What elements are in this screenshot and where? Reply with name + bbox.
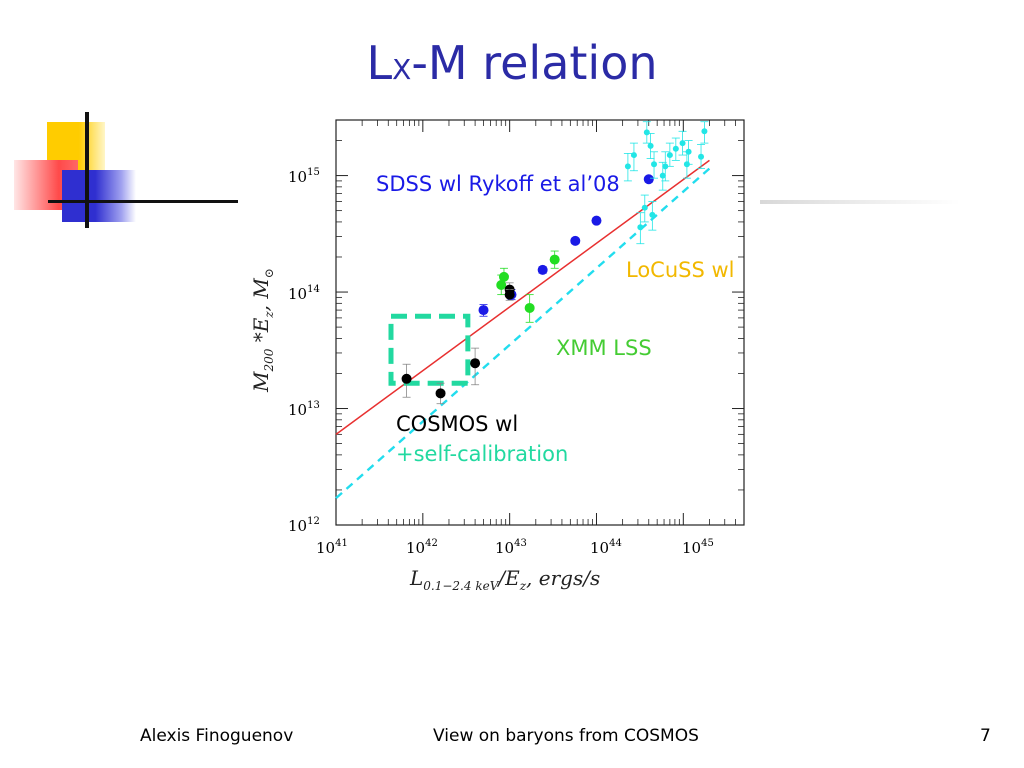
deco-horizontal-line-left: [48, 200, 238, 203]
point-locuss: [701, 128, 708, 135]
point-sdss: [537, 264, 548, 275]
point-locuss: [637, 224, 644, 231]
title-rest: -M relation: [411, 36, 658, 90]
point-locuss: [698, 153, 705, 160]
point-locuss: [651, 161, 658, 168]
y-tick-label-1e15: 1015: [288, 167, 320, 186]
series-locuss: [623, 121, 709, 245]
major-ticks: [335, 120, 744, 526]
point-locuss: [647, 142, 654, 149]
point-locuss: [672, 145, 679, 152]
point-sdss: [591, 215, 602, 226]
point-locuss: [679, 140, 686, 147]
y-tick-label-1e12: 1012: [288, 516, 320, 535]
deco-horizontal-line-right: [760, 200, 960, 204]
title-subscript: X: [392, 53, 412, 86]
y-tick-label-1e14: 1014: [288, 284, 320, 303]
slide-title: LX-M relation: [0, 36, 1024, 90]
point-cosmos: [435, 388, 446, 399]
footer-talk-title: View on baryons from COSMOS: [433, 726, 699, 746]
point-xmm: [549, 254, 560, 265]
annotation-xmm: XMM LSS: [556, 336, 652, 360]
series-cosmos: [401, 282, 515, 405]
x-tick-label-1e42: 1042: [406, 538, 438, 557]
series-xmm: [496, 250, 560, 323]
point-locuss: [649, 211, 656, 218]
x-tick-label-1e41: 1041: [316, 538, 348, 557]
point-sdss: [643, 174, 654, 185]
x-tick-label-1e43: 1043: [495, 538, 527, 557]
x-tick-label-1e45: 1045: [682, 538, 714, 557]
x-axis-title: L0.1−2.4 keV/Ez, ergs/s: [409, 566, 600, 593]
annotation-sdss: SDSS wl Rykoff et al’08: [376, 172, 620, 196]
y-axis-title: M200 *Ez, M⊙: [249, 268, 276, 393]
footer-author: Alexis Finoguenov: [140, 726, 294, 746]
data-points: [401, 121, 709, 405]
point-locuss: [630, 152, 637, 159]
point-locuss: [643, 129, 650, 136]
point-locuss: [624, 163, 631, 170]
point-sdss: [478, 305, 489, 316]
point-cosmos: [470, 358, 481, 369]
plot-frame: [335, 119, 745, 526]
y-tick-label-1e13: 1013: [288, 400, 320, 419]
point-locuss: [641, 204, 648, 211]
title-main: L: [366, 36, 393, 90]
annotation-locuss: LoCuSS wl: [626, 258, 735, 282]
minor-ticks: [336, 119, 745, 525]
x-tick-label-1e44: 1044: [590, 538, 622, 557]
point-locuss: [662, 163, 669, 170]
point-cosmos: [504, 289, 515, 300]
point-locuss: [659, 172, 666, 179]
point-locuss: [666, 152, 673, 159]
point-xmm: [524, 302, 535, 313]
footer-page-number: 7: [980, 726, 991, 746]
point-locuss: [683, 161, 690, 168]
point-sdss: [570, 235, 581, 246]
deco-vertical-line: [85, 112, 89, 228]
deco-blue-square: [62, 170, 136, 222]
cosmos-selection-box: [388, 313, 471, 386]
point-cosmos: [401, 373, 412, 384]
annotation-cosmos: COSMOS wl: [396, 412, 519, 436]
lx-m-chart: 1041 1042 1043 1044 1045 1012 1013 1014 …: [249, 119, 745, 593]
point-xmm: [496, 279, 507, 290]
annotation-self-calibration: +self-calibration: [396, 442, 569, 466]
